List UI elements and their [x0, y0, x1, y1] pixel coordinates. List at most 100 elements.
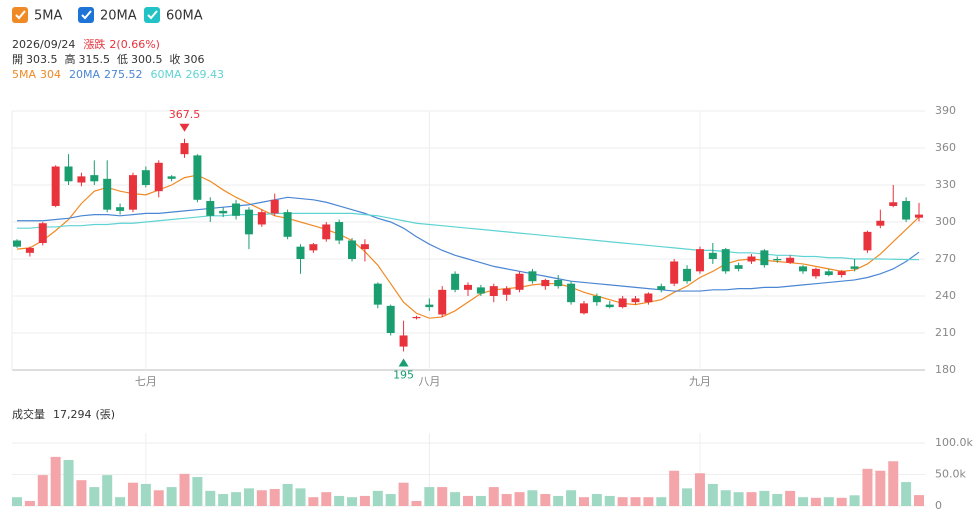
candle-body — [322, 224, 331, 240]
volume-bar — [166, 487, 177, 506]
legend-checkbox[interactable] — [12, 7, 28, 23]
ma-name: 20MA — [69, 68, 100, 81]
candle-body — [38, 223, 47, 243]
ma-value: 275.52 — [104, 68, 143, 81]
candle-body — [464, 284, 472, 290]
candle-body — [154, 162, 163, 192]
candle-body — [579, 303, 588, 314]
candle-body — [850, 266, 859, 269]
ohlc-value: 300.5 — [131, 53, 163, 66]
volume-bar — [901, 482, 912, 506]
volume-bar — [127, 482, 138, 506]
candle-body — [309, 244, 318, 251]
volume-bar — [411, 500, 422, 506]
volume-bar — [89, 487, 100, 506]
min-arrow — [398, 358, 409, 367]
legend-item[interactable]: 60MA — [144, 7, 203, 24]
volume-bar — [694, 473, 705, 506]
candle-body — [219, 210, 228, 214]
volume-bar — [914, 495, 924, 506]
volume-bar — [553, 495, 564, 506]
candle-body — [90, 175, 99, 182]
candle-body — [837, 271, 846, 276]
candle-body — [695, 249, 704, 272]
candle-body — [541, 279, 550, 287]
volume-bar — [566, 490, 577, 506]
legend-item[interactable]: 5MA — [12, 7, 62, 24]
candle-body — [412, 316, 421, 319]
candle-body — [605, 304, 614, 308]
candle-body — [25, 247, 34, 253]
volume-bar — [849, 495, 860, 506]
volume-bar — [385, 494, 396, 506]
volume-bar — [759, 490, 770, 506]
check-mark — [15, 10, 26, 20]
volume-bar — [862, 468, 873, 506]
candle-body — [167, 176, 176, 179]
ohlc-label: 收 — [170, 52, 181, 66]
legend-checkbox[interactable] — [78, 7, 94, 23]
candle-body — [451, 273, 460, 290]
candle-body — [51, 166, 60, 206]
volume-bar — [527, 490, 538, 506]
volume-tick-label: 0 — [935, 499, 942, 512]
y-tick-label: 330 — [935, 178, 956, 191]
volume-bar — [501, 494, 512, 506]
volume-bar — [475, 495, 486, 506]
volume-current: 17,294 — [53, 408, 92, 421]
candle-body — [863, 231, 872, 251]
volume-bar — [540, 494, 551, 506]
candle-body — [567, 283, 576, 303]
candle-body — [786, 257, 795, 263]
ma-value: 304 — [40, 68, 61, 81]
check-mark — [147, 10, 158, 20]
volume-bar — [334, 495, 345, 506]
candle-body — [876, 220, 885, 226]
volume-bar — [823, 497, 834, 506]
ma-line-60ma — [17, 212, 920, 261]
legend-checkbox[interactable] — [144, 7, 160, 23]
candle-body — [811, 268, 820, 277]
ohlc-label: 高 — [65, 52, 76, 66]
candle-body — [799, 266, 808, 272]
volume-bar — [205, 490, 216, 506]
volume-bar — [733, 492, 744, 506]
candle-body — [193, 155, 202, 200]
candle-body — [399, 335, 408, 347]
candle-body — [64, 166, 73, 182]
candle-body — [476, 287, 485, 294]
y-tick-label: 270 — [935, 252, 956, 265]
candle-body — [103, 178, 112, 210]
volume-bar — [321, 492, 332, 506]
ohlc-label: 開 — [12, 53, 23, 66]
candle-body — [592, 296, 601, 303]
volume-bar — [243, 488, 254, 506]
candle-body — [335, 222, 344, 241]
y-tick-label: 180 — [935, 363, 956, 376]
volume-bar — [836, 497, 847, 506]
candle-body — [257, 212, 266, 225]
candle-body — [708, 252, 717, 259]
x-tick-label: 七月 — [135, 375, 157, 388]
candle-body — [773, 259, 782, 261]
legend-item[interactable]: 20MA — [78, 7, 137, 24]
volume-bar — [720, 490, 731, 506]
candle-body — [206, 201, 215, 216]
check-mark — [81, 10, 92, 20]
candle-body — [296, 246, 305, 259]
volume-bar — [179, 473, 190, 506]
volume-bar — [810, 497, 821, 506]
candle-body — [683, 268, 692, 282]
volume-bar — [347, 497, 358, 506]
candle-body — [386, 305, 395, 333]
candle-body — [670, 261, 679, 284]
volume-bar — [256, 490, 267, 506]
volume-bar — [102, 475, 113, 506]
volume-unit: (張) — [96, 408, 116, 421]
candle-body — [360, 244, 369, 250]
candle-body — [657, 286, 666, 290]
candle-body — [128, 175, 137, 210]
volume-bar — [192, 477, 203, 506]
candle-body — [489, 286, 498, 296]
